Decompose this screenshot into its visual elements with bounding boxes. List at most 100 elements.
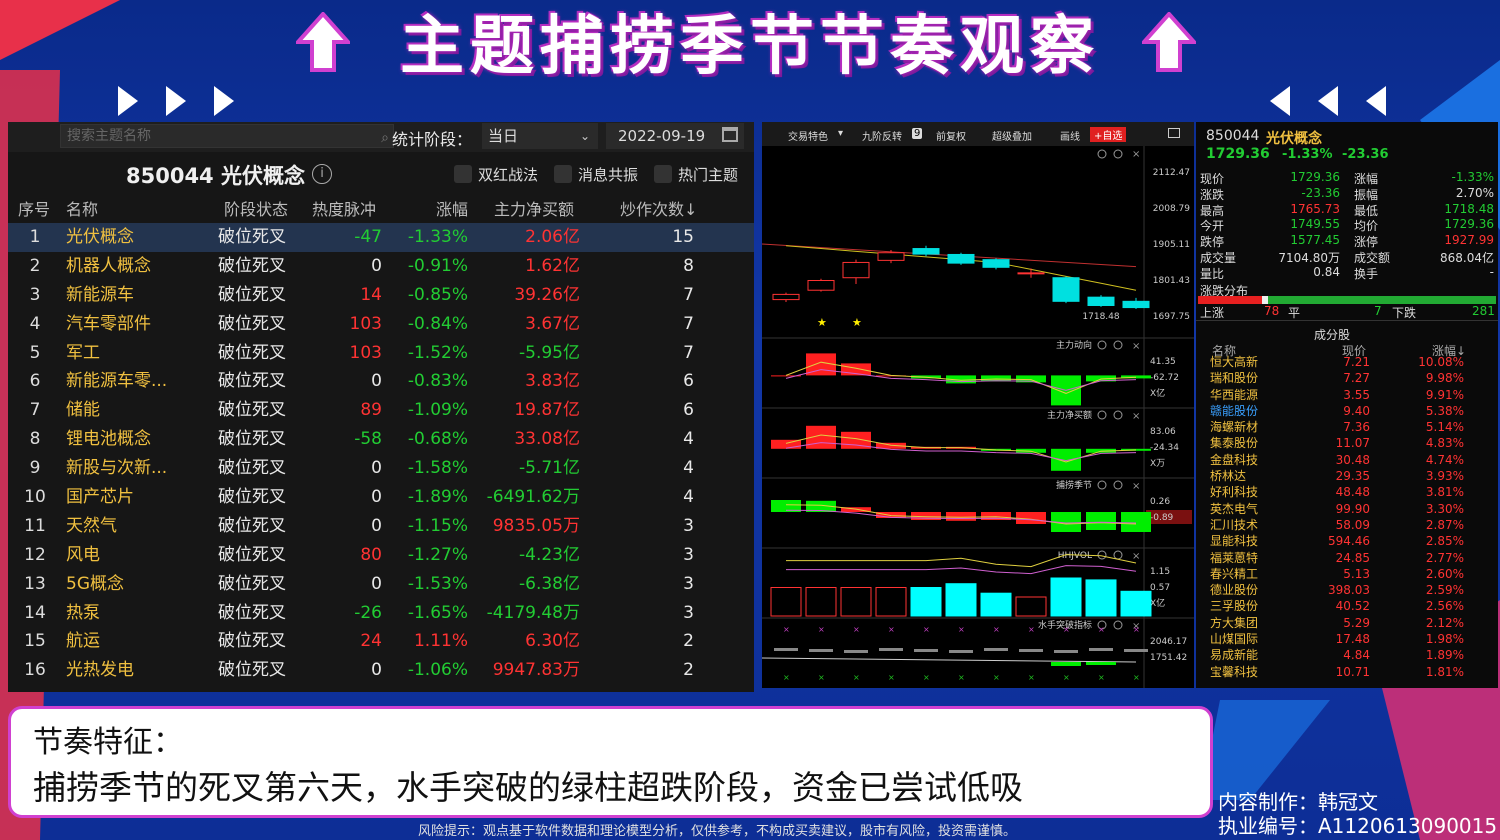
list-item[interactable]: 春兴精工 5.13 2.60% [1196,566,1498,582]
col-change[interactable]: 涨幅 [436,200,469,219]
list-col-pct[interactable]: 涨幅↓ [1432,344,1467,358]
toolbar-nine-reversal[interactable]: 九阶反转 [862,132,902,143]
indicator-bar [981,375,1011,382]
quote-field-value: 1729.36 [1444,217,1494,232]
table-row[interactable]: 4 汽车零部件 破位死叉 103 -0.84% 3.67亿 7 [8,310,754,339]
list-item[interactable]: 桥林达 29.35 3.93% [1196,468,1498,484]
list-item[interactable]: 宝馨科技 10.71 1.81% [1196,664,1498,680]
cell-heat: 0 [371,487,382,508]
cell-count: 8 [683,255,694,276]
stock-name: 赣能股份 [1210,403,1259,418]
indicator-bar [1089,648,1113,651]
list-item[interactable]: 赣能股份 9.40 5.38% [1196,403,1498,419]
toolbar-overlay[interactable]: 超级叠加 [992,132,1032,143]
table-row[interactable]: 2 机器人概念 破位死叉 0 -0.91% 1.62亿 8 [8,252,754,281]
toolbar-draw[interactable]: 画线 [1060,132,1080,143]
cell-heat: -26 [354,602,382,623]
panel-title: 捕捞季节 [1056,479,1092,491]
list-col-name[interactable]: 名称 [1212,344,1237,358]
list-item[interactable]: 山煤国际 17.48 1.98% [1196,631,1498,647]
list-item[interactable]: 汇川技术 58.09 2.87% [1196,517,1498,533]
search-icon[interactable]: ⌕ [381,130,389,146]
quote-panel: 850044 光伏概念 1729.36 -1.33% -23.36 涨跌分布 上… [1196,122,1498,688]
toolbar-adjust[interactable]: 前复权 [936,132,966,143]
layout-icon[interactable] [1168,128,1180,138]
list-item[interactable]: 瑞和股份 7.27 9.98% [1196,370,1498,386]
list-item[interactable]: 华西能源 3.55 9.91% [1196,387,1498,403]
table-row[interactable]: 14 热泵 破位死叉 -26 -1.65% -4179.48万 3 [8,599,754,628]
checkbox-hot-theme[interactable]: 热门主题 [654,164,738,185]
list-item[interactable]: 集泰股份 11.07 4.83% [1196,435,1498,451]
table-row[interactable]: 7 储能 破位死叉 89 -1.09% 19.87亿 6 [8,396,754,425]
table-row[interactable]: 12 风电 破位死叉 80 -1.27% -4.23亿 3 [8,541,754,570]
marker-x: × [923,625,930,634]
table-row[interactable]: 5 军工 破位死叉 103 -1.52% -5.95亿 7 [8,339,754,368]
marker-x: × [993,625,1000,634]
price-tick-label: 1905.11 [1153,240,1190,250]
indicator-axis-label: X亿 [1150,387,1165,399]
table-row[interactable]: 16 光热发电 破位死叉 0 -1.06% 9947.83万 2 [8,656,754,685]
list-item[interactable]: 金盘科技 30.48 4.74% [1196,452,1498,468]
add-watchlist-button[interactable]: +自选 [1090,127,1127,142]
stock-pct: 10.08% [1418,355,1464,369]
col-count[interactable]: 炒作次数↓ [620,200,698,219]
col-heat[interactable]: 热度脉冲 [312,200,377,219]
list-item[interactable]: 方大集团 5.29 2.12% [1196,615,1498,631]
col-net-buy[interactable]: 主力净买额 [494,200,575,219]
search-input[interactable]: 搜索主题名称 ⌕ [60,124,394,148]
indicator-axis-label: 0.26 [1150,497,1170,507]
stock-pct: 9.91% [1425,387,1464,402]
table-row[interactable]: 6 新能源车零... 破位死叉 0 -0.83% 3.83亿 6 [8,367,754,396]
indicator-axis-label: 1751.42 [1150,653,1187,663]
stock-pct: 3.81% [1425,485,1464,500]
stat-period-select[interactable]: 当日 ⌄ [482,123,598,149]
table-row[interactable]: 3 新能源车 破位死叉 14 -0.85% 39.26亿 7 [8,281,754,310]
cell-no: 10 [24,487,46,508]
col-no[interactable]: 序号 [18,200,51,219]
list-item[interactable]: 三孚股份 40.52 2.56% [1196,598,1498,614]
list-item[interactable]: 好利科技 48.48 3.81% [1196,484,1498,500]
table-row[interactable]: 9 新股与次新... 破位死叉 0 -1.58% -5.71亿 4 [8,454,754,483]
indicator-line [785,442,1137,462]
volume-bar [1120,590,1152,617]
quote-field-label: 最高 [1200,203,1225,218]
quote-code: 850044 [1206,128,1260,144]
theme-title: 850044 光伏概念 [126,164,305,188]
table-row[interactable]: 13 5G概念 破位死叉 0 -1.53% -6.38亿 3 [8,570,754,599]
info-icon[interactable]: i [312,164,332,184]
list-item[interactable]: 恒大高新 7.21 10.08% [1196,354,1498,370]
toolbar-trade-feature[interactable]: 交易特色 [788,132,828,143]
stock-name: 宝馨科技 [1210,664,1259,679]
cell-change: -1.15% [407,515,468,536]
cell-status: 破位死叉 [218,602,286,623]
list-item[interactable]: 英杰电气 99.90 3.30% [1196,501,1498,517]
table-row[interactable]: 11 天然气 破位死叉 0 -1.15% 9835.05万 3 [8,512,754,541]
list-item[interactable]: 显能科技 594.46 2.85% [1196,533,1498,549]
indicator-bar [1121,375,1151,379]
list-item[interactable]: 易成新能 4.84 1.89% [1196,647,1498,663]
date-picker[interactable]: 2022-09-19 [606,123,744,149]
indicator-bar [1121,448,1151,451]
list-item[interactable]: 海螺新材 7.36 5.14% [1196,419,1498,435]
list-item[interactable]: 福莱蒽特 24.85 2.77% [1196,550,1498,566]
col-status[interactable]: 阶段状态 [224,200,289,219]
indicator-bar [1019,649,1043,652]
table-row[interactable]: 1 光伏概念 破位死叉 -47 -1.33% 2.06亿 15 [8,223,754,252]
close-icon: × [1132,481,1140,492]
checkbox-double-red[interactable]: 双红战法 [454,164,538,185]
stat-period-label: 统计阶段： [392,130,473,149]
table-row[interactable]: 15 航运 破位死叉 24 1.11% 6.30亿 2 [8,627,754,656]
stock-price: 4.84 [1343,648,1370,663]
list-col-price[interactable]: 现价 [1342,344,1367,358]
col-name[interactable]: 名称 [66,200,99,219]
cell-name: 天然气 [66,515,117,536]
quote-pct: -1.33% [1282,147,1333,162]
cell-heat: 103 [349,342,382,363]
stock-price: 5.13 [1343,566,1370,581]
cell-status: 破位死叉 [218,400,286,421]
marker-x: × [853,673,860,682]
table-row[interactable]: 8 锂电池概念 破位死叉 -58 -0.68% 33.08亿 4 [8,425,754,454]
table-row[interactable]: 10 国产芯片 破位死叉 0 -1.89% -6491.62万 4 [8,483,754,512]
list-item[interactable]: 德业股份 398.03 2.59% [1196,582,1498,598]
checkbox-news-resonance[interactable]: 消息共振 [554,164,638,185]
